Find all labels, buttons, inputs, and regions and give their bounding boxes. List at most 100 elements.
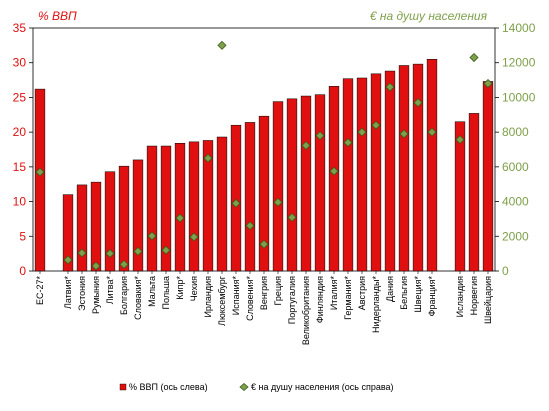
point-Норвегия (469, 52, 479, 63)
legend-marker-points (239, 382, 249, 392)
bar-Великобритания (300, 95, 312, 272)
category-label: Исландия (455, 276, 465, 317)
right-tick-label: 8000 (502, 125, 529, 139)
point-Люксембург (217, 40, 227, 50)
point-ЕС-27* (35, 167, 45, 177)
point-Испания* (231, 198, 241, 208)
category-label: Польша (161, 276, 171, 309)
right-tick-label: 12000 (502, 56, 536, 70)
bar-Бельгия (398, 65, 410, 272)
point-Польша (161, 245, 171, 255)
point-Чехия (189, 232, 199, 242)
point-Франция* (427, 127, 437, 137)
points-layer (35, 40, 493, 271)
category-label: Великобритания (301, 276, 311, 345)
point-Венгрия (259, 239, 269, 249)
category-label: Словения* (245, 276, 255, 321)
bar-Испания* (230, 124, 242, 272)
right-tick-label: 4000 (502, 195, 529, 209)
left-tick-label: 5 (19, 229, 26, 243)
bar-Финляндия (314, 94, 326, 272)
bar-Нидерланды* (370, 73, 382, 272)
right-axis-title: € на душу населения (370, 9, 488, 23)
legend-label-bars: % ВВП (ось слева) (129, 382, 208, 392)
category-label: Испания* (231, 276, 241, 316)
legend-label-points: € на душу населения (ось справа) (251, 382, 394, 392)
category-label: Бельгия (399, 276, 409, 310)
category-label: Латвия* (63, 276, 73, 310)
category-label: Литва* (105, 276, 115, 305)
left-tick-label: 0 (19, 264, 26, 278)
category-label: Кипр* (175, 276, 185, 300)
point-Мальта (147, 231, 157, 241)
point-Кипр* (175, 213, 185, 223)
right-tick-label: 10000 (502, 90, 536, 104)
legend-swatch-bars (119, 383, 127, 391)
category-label: Словакия* (133, 276, 143, 320)
left-tick-label: 25 (13, 90, 27, 104)
category-label: Греция (273, 276, 283, 306)
point-Нидерланды* (371, 120, 381, 130)
bars-layer (34, 58, 494, 272)
category-label: Дания (385, 276, 395, 302)
bar-Италия* (328, 86, 340, 272)
category-label: Австрия (357, 276, 367, 310)
left-tick-label: 35 (13, 21, 27, 35)
left-tick-label: 10 (13, 195, 27, 209)
right-tick-label: 0 (502, 264, 509, 278)
left-axis-title: % ВВП (38, 9, 77, 23)
point-Австрия (357, 127, 367, 137)
left-tick-label: 30 (13, 56, 27, 70)
point-Германия* (343, 137, 353, 148)
category-label: Финляндия (315, 276, 325, 323)
point-Словакия* (133, 246, 143, 256)
left-tick-label: 20 (13, 125, 27, 139)
point-Болгария (119, 259, 129, 269)
right-tick-label: 14000 (502, 21, 536, 35)
bar-Болгария (118, 165, 130, 272)
bar-Румыния (90, 181, 102, 272)
point-Бельгия (399, 129, 409, 139)
category-label: Болгария (119, 276, 129, 315)
category-label: Мальта (147, 276, 157, 307)
category-label: Венгрия (259, 276, 269, 310)
bar-Мальта (146, 145, 158, 272)
category-label: Италия* (329, 276, 339, 311)
point-Швейцария (483, 78, 493, 89)
bar-Германия* (342, 78, 354, 272)
category-label: Португалия (287, 276, 297, 324)
left-tick-label: 15 (13, 160, 27, 174)
bar-Швеция* (412, 63, 424, 272)
category-label: Ирландия (203, 276, 213, 318)
legend: % ВВП (ось слева) € на душу населения (о… (119, 382, 394, 392)
point-Латвия* (63, 255, 73, 265)
bar-Австрия (356, 77, 368, 272)
category-label: Эстония (77, 276, 87, 311)
bar-Португалия (286, 98, 298, 272)
category-label: Германия* (343, 276, 353, 320)
category-label: Норвегия (469, 276, 479, 316)
point-Словения* (245, 221, 255, 231)
category-label: Нидерланды* (371, 276, 381, 333)
point-Румыния (91, 261, 101, 271)
bar-Дания (384, 70, 396, 272)
point-Дания (385, 82, 395, 92)
bar-Норвегия (468, 113, 480, 272)
category-label: Люксембург (217, 275, 227, 326)
category-label: Румыния (91, 276, 101, 314)
point-Финляндия (315, 131, 325, 141)
right-tick-label: 6000 (502, 160, 529, 174)
point-Исландия (455, 135, 465, 145)
bar-Люксембург (216, 136, 228, 272)
point-Италия* (329, 166, 339, 176)
point-Великобритания (301, 140, 311, 151)
point-Португалия (287, 212, 297, 222)
bar-Чехия (188, 141, 200, 272)
category-label: ЕС-27* (35, 276, 45, 306)
bar-Эстония (76, 184, 88, 272)
category-label: Чехия (189, 276, 199, 301)
bar-Кипр* (174, 143, 186, 272)
point-Ирландия (203, 153, 213, 163)
